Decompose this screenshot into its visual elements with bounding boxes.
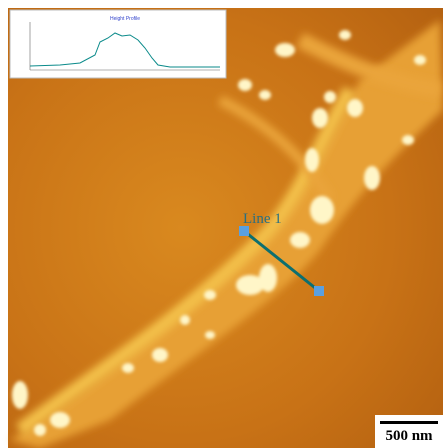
line-label: Line 1: [243, 211, 282, 227]
inset-title: Height Profile: [110, 16, 140, 22]
afm-image-view: Height Profile Line 1 500 nm: [0, 0, 443, 448]
scale-bar-label: 500 nm: [385, 428, 433, 444]
scale-bar: 500 nm: [375, 415, 443, 448]
inset-profile: Height Profile: [10, 10, 226, 78]
